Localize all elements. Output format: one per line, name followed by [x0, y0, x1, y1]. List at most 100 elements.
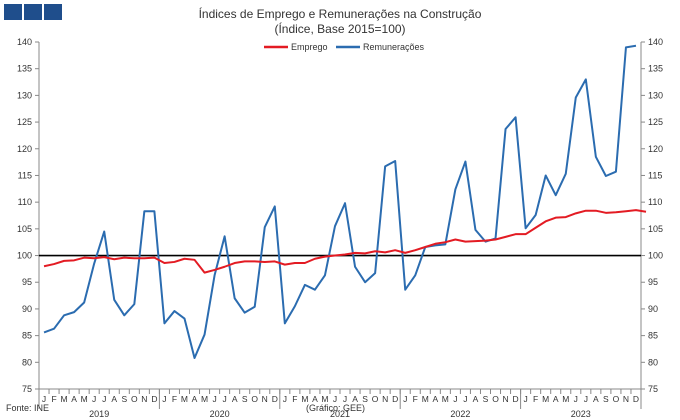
- logo-square-1: [4, 4, 22, 20]
- logo-square-2: [24, 4, 42, 20]
- x-month-label: A: [352, 394, 358, 404]
- legend-label-emprego: Emprego: [291, 42, 328, 52]
- y-tick-label-right: 85: [648, 331, 658, 341]
- series-line-remuneracoes: [43, 44, 637, 360]
- x-month-label: D: [151, 394, 157, 404]
- x-month-label: J: [102, 394, 106, 404]
- x-month-label: A: [111, 394, 117, 404]
- y-tick-label-left: 95: [22, 277, 32, 287]
- x-month-label: J: [92, 394, 96, 404]
- y-tick-label-right: 105: [648, 224, 663, 234]
- x-month-label: D: [513, 394, 519, 404]
- y-tick-label-left: 90: [22, 304, 32, 314]
- x-month-label: N: [141, 394, 147, 404]
- y-tick-label-left: 120: [17, 144, 32, 154]
- y-tick-label-right: 115: [648, 170, 662, 180]
- y-tick-label-right: 95: [648, 277, 658, 287]
- x-month-label: J: [162, 394, 166, 404]
- x-month-label: S: [121, 394, 127, 404]
- x-month-label: F: [292, 394, 297, 404]
- x-month-label: S: [362, 394, 368, 404]
- x-month-label: S: [242, 394, 248, 404]
- x-month-label: J: [222, 394, 226, 404]
- x-month-label: M: [181, 394, 188, 404]
- y-tick-label-right: 80: [648, 357, 658, 367]
- y-tick-label-left: 125: [17, 117, 32, 127]
- x-month-label: J: [523, 394, 527, 404]
- y-tick-label-right: 100: [648, 251, 663, 261]
- x-month-label: S: [603, 394, 609, 404]
- x-year-label: 2023: [571, 409, 591, 419]
- x-month-label: O: [372, 394, 379, 404]
- x-month-label: F: [51, 394, 56, 404]
- x-month-label: M: [81, 394, 88, 404]
- x-month-label: D: [272, 394, 278, 404]
- x-month-label: M: [301, 394, 308, 404]
- legend-label-remuneracoes: Remunerações: [363, 42, 425, 52]
- y-tick-label-left: 135: [17, 64, 32, 74]
- y-tick-label-left: 85: [22, 331, 32, 341]
- series-line-emprego: [43, 209, 647, 274]
- x-month-label: M: [542, 394, 549, 404]
- y-tick-label-left: 75: [22, 384, 32, 394]
- chart-title: Índices de Emprego e Remunerações na Con…: [198, 7, 482, 21]
- y-tick-label-right: 130: [648, 90, 663, 100]
- y-tick-label-left: 140: [17, 37, 32, 47]
- y-tick-label-right: 90: [648, 304, 658, 314]
- x-month-label: A: [71, 394, 77, 404]
- chart-subtitle: (Índice, Base 2015=100): [274, 22, 406, 36]
- x-month-label: J: [333, 394, 337, 404]
- legend: Emprego Remunerações: [264, 42, 425, 52]
- x-month-label: M: [422, 394, 429, 404]
- x-month-label: O: [251, 394, 258, 404]
- x-month-label: D: [392, 394, 398, 404]
- x-month-label: A: [232, 394, 238, 404]
- x-month-label: O: [613, 394, 620, 404]
- x-month-label: J: [42, 394, 46, 404]
- y-tick-label-left: 130: [17, 90, 32, 100]
- x-month-label: N: [382, 394, 388, 404]
- x-year-label: 2021: [330, 409, 350, 419]
- x-month-label: A: [312, 394, 318, 404]
- x-month-label: N: [623, 394, 629, 404]
- series-layer: [39, 44, 647, 360]
- x-month-label: M: [442, 394, 449, 404]
- y-tick-label-left: 115: [18, 170, 32, 180]
- logo-square-3: [44, 4, 62, 20]
- x-month-label: J: [212, 394, 216, 404]
- x-month-label: O: [131, 394, 138, 404]
- y-tick-label-left: 80: [22, 357, 32, 367]
- y-tick-label-right: 110: [648, 197, 662, 207]
- x-month-label: J: [283, 394, 287, 404]
- x-month-label: N: [262, 394, 268, 404]
- x-month-label: M: [61, 394, 68, 404]
- y-tick-label-right: 125: [648, 117, 663, 127]
- x-month-label: A: [192, 394, 198, 404]
- x-month-label: N: [502, 394, 508, 404]
- x-month-label: A: [593, 394, 599, 404]
- x-month-label: F: [413, 394, 418, 404]
- x-month-label: S: [483, 394, 489, 404]
- y-tick-label-right: 140: [648, 37, 663, 47]
- x-month-label: J: [574, 394, 578, 404]
- y-tick-label-right: 75: [648, 384, 658, 394]
- y-tick-label-right: 135: [648, 64, 663, 74]
- x-month-label: M: [201, 394, 208, 404]
- x-month-label: J: [403, 394, 407, 404]
- x-month-label: A: [553, 394, 559, 404]
- axes: 75 75 80 80 85 85 90 90 95 95 100 100 105 105 110 110 11…: [17, 37, 663, 419]
- x-month-label: O: [492, 394, 499, 404]
- x-month-label: D: [633, 394, 639, 404]
- y-tick-label-left: 105: [17, 224, 32, 234]
- x-year-label: 2019: [89, 409, 109, 419]
- x-year-label: 2020: [210, 409, 230, 419]
- y-tick-label-left: 110: [18, 197, 32, 207]
- x-month-label: J: [463, 394, 467, 404]
- x-month-label: J: [343, 394, 347, 404]
- x-month-label: F: [172, 394, 177, 404]
- x-month-label: J: [584, 394, 588, 404]
- x-month-label: M: [562, 394, 569, 404]
- x-year-label: 2022: [450, 409, 470, 419]
- x-month-label: A: [432, 394, 438, 404]
